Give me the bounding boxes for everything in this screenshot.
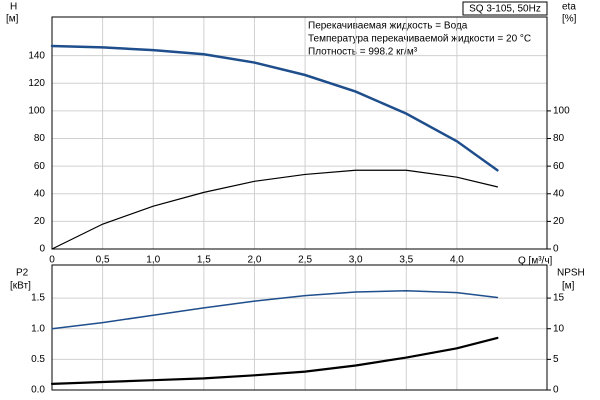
y-tick-label: 1.0: [31, 323, 45, 334]
curve: [51, 289, 499, 330]
y-tick-label: 1.5: [31, 293, 45, 304]
y-tick-label: 100: [28, 106, 45, 117]
y2-tick-label: 0: [553, 244, 559, 255]
y-axis-title: [кВт]: [10, 281, 31, 292]
y-tick-label: 80: [34, 133, 46, 144]
y-tick-label: 60: [34, 161, 46, 172]
y2-tick-label: 5: [553, 354, 559, 365]
y-tick-label: 40: [34, 188, 46, 199]
x-tick-label: 2,0: [248, 255, 262, 266]
y2-axis-title: [м]: [562, 281, 575, 292]
y-axis-title: [м]: [6, 14, 19, 25]
plot-frame: [51, 264, 548, 391]
x-tick-label: 0: [49, 255, 55, 266]
x-tick-label: 1,0: [146, 255, 160, 266]
x-axis-title: Q [м³/ч]: [518, 256, 553, 267]
x-tick-label: 1,5: [197, 255, 211, 266]
curve: [51, 169, 498, 250]
y2-tick-label: 15: [553, 293, 565, 304]
curve: [50, 44, 499, 172]
y2-tick-label: 0: [553, 385, 559, 396]
y2-tick-label: 10: [553, 323, 565, 334]
y-tick-label: 0.5: [31, 354, 45, 365]
plot-frame: [51, 16, 548, 250]
curve: [50, 336, 499, 385]
y-axis-title: P2: [16, 268, 29, 279]
y-tick-label: 20: [34, 216, 46, 227]
annotation-box: [462, 1, 548, 16]
y-tick-label: 0: [39, 244, 45, 255]
annotation: SQ 3-105, 50Hz: [469, 4, 541, 15]
y-tick-label: 120: [28, 78, 45, 89]
annotation: Перекачиваемая жидкость = Вода: [308, 21, 468, 32]
x-tick-label: 3,0: [349, 255, 363, 266]
annotation: Температура перекачиваемой жидкости = 20…: [308, 34, 531, 45]
y2-tick-label: 20: [553, 216, 565, 227]
x-tick-label: 3,5: [399, 255, 413, 266]
x-tick-label: 0,5: [96, 255, 110, 266]
x-tick-label: 2,5: [298, 255, 312, 266]
annotation: Плотность = 998.2 кг/м³: [308, 47, 418, 58]
y-tick-label: 140: [28, 50, 45, 61]
y2-tick-label: 100: [553, 106, 570, 117]
y2-tick-label: 40: [553, 188, 565, 199]
x-tick-label: 4,0: [450, 255, 464, 266]
y-axis-title: H: [10, 2, 17, 13]
y2-tick-label: 60: [553, 161, 565, 172]
y2-axis-title: eta: [562, 2, 576, 13]
y2-axis-title: [%]: [562, 14, 577, 25]
y2-axis-title: NPSH: [557, 268, 585, 279]
y-tick-label: 0.0: [31, 385, 45, 396]
y2-tick-label: 80: [553, 133, 565, 144]
